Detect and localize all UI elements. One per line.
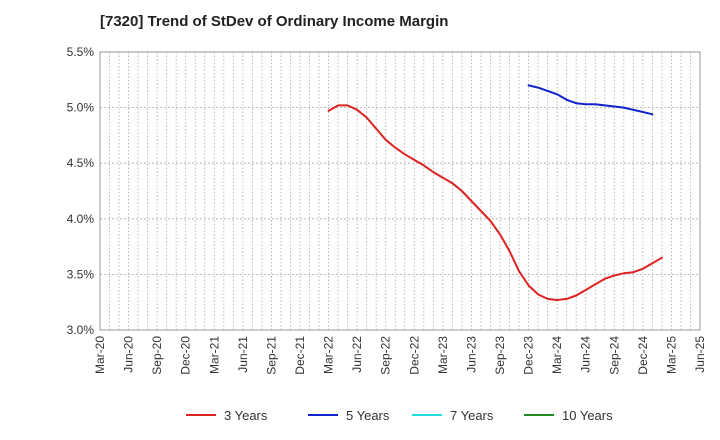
x-tick-label: Sep-20: [150, 336, 164, 375]
x-tick-label: Dec-23: [522, 336, 536, 375]
x-tick-label: Mar-24: [550, 336, 564, 374]
x-tick-label: Jun-24: [579, 336, 593, 373]
legend-label-10-years: 10 Years: [562, 408, 613, 423]
x-tick-label: Jun-20: [122, 336, 136, 373]
y-tick-label: 5.0%: [67, 101, 95, 115]
x-tick-label: Dec-22: [407, 336, 421, 375]
x-tick-label: Jun-23: [464, 336, 478, 373]
legend-label-5-years: 5 Years: [346, 408, 390, 423]
x-tick-label: Sep-22: [379, 336, 393, 375]
x-tick-label: Jun-22: [350, 336, 364, 373]
plot-frame: [99, 51, 701, 331]
chart-title: [7320] Trend of StDev of Ordinary Income…: [100, 13, 449, 30]
x-tick-label: Jun-21: [236, 336, 250, 373]
x-tick-label: Mar-25: [664, 336, 678, 374]
series-line-5-years: [527, 84, 654, 116]
x-tick-label: Sep-23: [493, 336, 507, 375]
y-tick-label: 5.5%: [67, 45, 95, 59]
x-tick-label: Mar-20: [93, 336, 107, 374]
x-tick-label: Dec-21: [293, 336, 307, 375]
y-tick-label: 4.0%: [67, 212, 95, 226]
legend-label-3-years: 3 Years: [224, 408, 268, 423]
y-tick-label: 4.5%: [67, 156, 95, 170]
x-tick-label: Sep-21: [264, 336, 278, 375]
x-tick-label: Dec-24: [636, 336, 650, 375]
x-tick-label: Jun-25: [693, 336, 707, 373]
x-tick-label: Dec-20: [179, 336, 193, 375]
y-tick-label: 3.5%: [67, 267, 95, 281]
legend-label-7-years: 7 Years: [450, 408, 494, 423]
x-tick-label: Mar-22: [322, 336, 336, 374]
x-tick-label: Mar-23: [436, 336, 450, 374]
series-line-3-years: [327, 104, 663, 301]
x-tick-label: Sep-24: [607, 336, 621, 375]
y-tick-label: 3.0%: [67, 323, 95, 337]
x-tick-label: Mar-21: [207, 336, 221, 374]
